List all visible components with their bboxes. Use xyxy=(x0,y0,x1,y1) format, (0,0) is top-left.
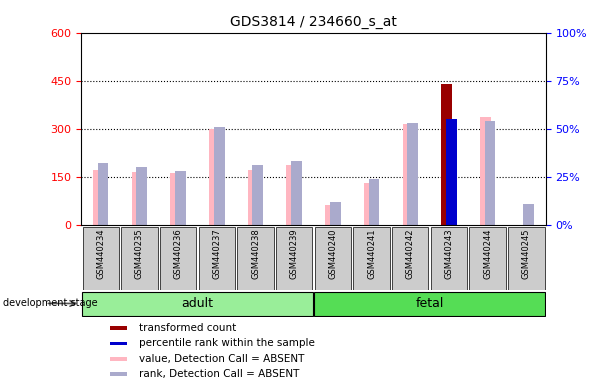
Bar xyxy=(485,121,496,225)
Bar xyxy=(364,183,374,225)
Bar xyxy=(198,227,235,290)
Text: GSM440239: GSM440239 xyxy=(289,228,298,279)
Text: GSM440244: GSM440244 xyxy=(483,228,492,279)
Bar xyxy=(314,292,545,316)
Bar xyxy=(110,326,127,330)
Bar xyxy=(508,227,545,290)
Bar xyxy=(209,129,220,225)
Bar xyxy=(403,124,414,225)
Bar xyxy=(171,174,182,225)
Text: GSM440242: GSM440242 xyxy=(406,228,415,279)
Bar xyxy=(315,227,351,290)
Bar xyxy=(93,170,104,225)
Bar xyxy=(160,227,197,290)
Bar xyxy=(325,205,336,225)
Bar xyxy=(291,161,302,225)
Bar xyxy=(110,357,127,361)
Text: adult: adult xyxy=(182,297,213,310)
Bar xyxy=(392,227,429,290)
Bar xyxy=(121,227,157,290)
Bar xyxy=(431,227,467,290)
Bar xyxy=(276,227,312,290)
Text: fetal: fetal xyxy=(415,297,444,310)
Text: value, Detection Call = ABSENT: value, Detection Call = ABSENT xyxy=(139,354,304,364)
Text: GSM440235: GSM440235 xyxy=(135,228,144,279)
Bar xyxy=(353,227,390,290)
Bar xyxy=(248,170,259,225)
Bar xyxy=(368,179,379,225)
Bar xyxy=(470,227,506,290)
Bar xyxy=(441,122,452,225)
Text: GSM440237: GSM440237 xyxy=(212,228,221,279)
Text: GSM440245: GSM440245 xyxy=(522,228,531,279)
Bar xyxy=(286,166,297,225)
Bar xyxy=(98,163,109,225)
Bar xyxy=(253,165,264,225)
Bar xyxy=(238,227,274,290)
Bar xyxy=(131,172,142,225)
Bar xyxy=(213,127,224,225)
Text: rank, Detection Call = ABSENT: rank, Detection Call = ABSENT xyxy=(139,369,299,379)
Text: GSM440243: GSM440243 xyxy=(444,228,453,279)
Text: transformed count: transformed count xyxy=(139,323,236,333)
Bar xyxy=(175,171,186,225)
Bar xyxy=(446,119,456,225)
Bar xyxy=(110,372,127,376)
Bar xyxy=(523,204,534,225)
Bar xyxy=(441,84,452,225)
Title: GDS3814 / 234660_s_at: GDS3814 / 234660_s_at xyxy=(230,15,397,29)
Bar xyxy=(83,227,119,290)
Bar xyxy=(110,341,127,345)
Text: GSM440234: GSM440234 xyxy=(96,228,106,279)
Bar xyxy=(480,118,491,225)
Text: development stage: development stage xyxy=(3,298,98,308)
Text: GSM440240: GSM440240 xyxy=(329,228,338,279)
Text: GSM440238: GSM440238 xyxy=(251,228,260,279)
Bar xyxy=(136,167,147,225)
Text: percentile rank within the sample: percentile rank within the sample xyxy=(139,338,315,348)
Text: GSM440241: GSM440241 xyxy=(367,228,376,279)
Text: GSM440236: GSM440236 xyxy=(174,228,183,279)
Bar xyxy=(407,123,418,225)
Bar xyxy=(330,202,341,225)
Bar xyxy=(82,292,313,316)
